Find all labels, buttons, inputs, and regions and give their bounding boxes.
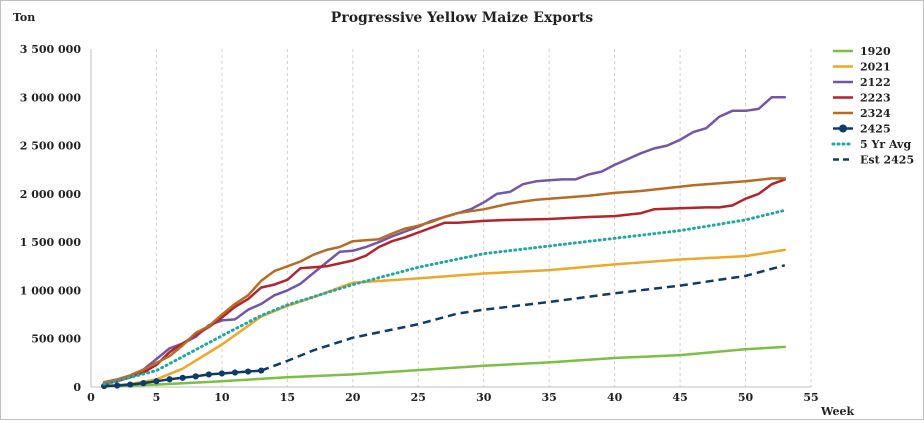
x-tick-label: 30 [476,391,492,404]
y-tick-label: 1 500 000 [20,236,82,249]
series-point-2425 [192,373,199,380]
y-tick-label: 500 000 [31,333,81,346]
x-tick-label: 50 [738,391,754,404]
series-point-2425 [114,382,121,389]
legend-label: 2122 [860,76,891,89]
legend-label: 2021 [860,61,891,74]
series-point-2425 [127,381,134,388]
series-line-1920 [102,345,787,388]
series-point-2425 [153,378,160,385]
grid-lines [155,49,812,387]
series-point-2425 [179,374,186,381]
legend-label: Est 2425 [860,154,914,167]
legend-label: 5 Yr Avg [860,138,911,151]
x-tick-label: 10 [214,391,230,404]
legend-label: 2425 [860,123,891,136]
chart-title: Progressive Yellow Maize Exports [331,10,594,26]
y-tick-label: 2 000 000 [20,188,82,201]
legend-label: 2324 [860,107,891,120]
series-line-2122 [102,96,787,384]
y-axis-label: Ton [13,11,35,24]
x-tick-label: 25 [411,391,426,404]
legend-marker [839,124,847,133]
y-tick-label: 3 500 000 [20,43,82,56]
x-tick-label: 0 [87,391,95,404]
x-axis-label: Week [820,405,854,418]
series-point-2425 [140,380,147,387]
series-line-2324 [102,177,787,384]
series-lines [100,96,787,390]
legend-label: 2223 [860,92,891,105]
y-tick-label: 2 500 000 [20,140,82,153]
series-point-2425 [231,369,239,376]
x-tick-label: 40 [607,391,623,404]
series-line-5-yr-avg [102,208,787,386]
legend-label: 1920 [860,45,891,58]
x-tick-label: 35 [542,391,557,404]
legend: 1920 2021 2122 2223 2324 2425 5 Yr Avg Est 2425 [831,45,914,167]
x-tick-label: 15 [280,391,295,404]
x-tick-label: 5 [153,391,161,404]
x-tick-label: 20 [345,391,361,404]
series-line-est-2425 [260,264,786,372]
series-point-2425 [218,370,226,377]
axes [90,49,811,388]
y-tick-label: 3 000 000 [20,91,82,104]
series-point-2425 [244,368,252,375]
series-line-2223 [102,178,787,386]
x-tick-label: 55 [803,391,818,404]
x-tick-labels: 0 5 10 15 20 25 30 35 40 45 50 55 [87,391,818,404]
series-point-2425 [205,371,212,378]
x-tick-label: 45 [672,391,687,404]
y-tick-labels: 0 500 000 1 000 000 1 500 000 2 000 000 2 500… [20,43,82,394]
series-line-2021 [102,248,787,388]
series-point-2425 [166,376,173,383]
y-tick-label: 0 [73,381,81,394]
y-tick-label: 1 000 000 [20,284,82,297]
